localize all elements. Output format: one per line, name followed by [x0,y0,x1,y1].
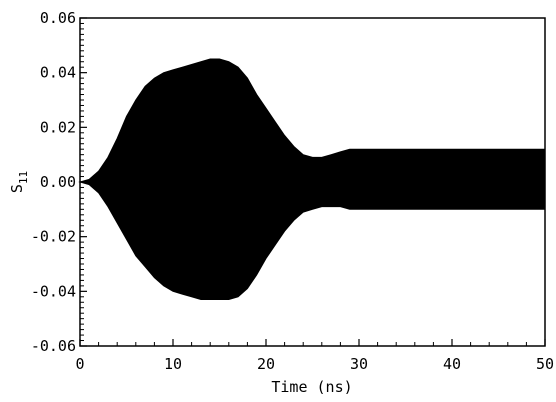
x-tick-label: 0 [75,355,84,373]
y-tick-label: 0.02 [40,118,76,136]
signal-envelope-0 [78,58,546,300]
y-tick-label: -0.02 [31,228,76,246]
y-tick-label: 0.06 [40,9,76,27]
x-tick-label: 40 [443,355,461,373]
x-tick-label: 20 [257,355,275,373]
y-axis-title: S11 [8,171,30,193]
svg-text:S11: S11 [8,171,30,193]
y-tick-label: -0.06 [31,337,76,355]
y-tick-label: -0.04 [31,282,76,300]
y-axis-title-main: S [8,184,26,193]
x-tick-label: 50 [536,355,554,373]
y-tick-label: 0.04 [40,64,76,82]
x-tick-label: 30 [350,355,368,373]
y-tick-label: 0.00 [40,173,76,191]
y-axis-title-sub: 11 [17,171,30,184]
x-axis-title: Time (ns) [271,378,352,396]
x-tick-label: 10 [164,355,182,373]
